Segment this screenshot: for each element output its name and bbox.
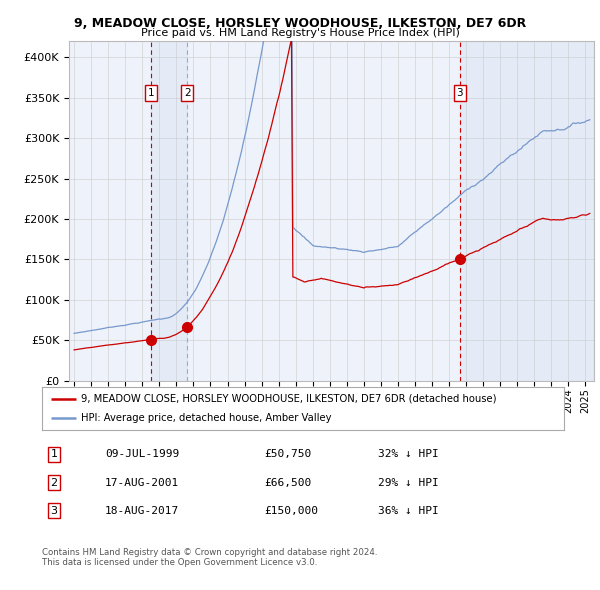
Text: 17-AUG-2001: 17-AUG-2001	[105, 478, 179, 487]
Text: Contains HM Land Registry data © Crown copyright and database right 2024.
This d: Contains HM Land Registry data © Crown c…	[42, 548, 377, 567]
Text: 9, MEADOW CLOSE, HORSLEY WOODHOUSE, ILKESTON, DE7 6DR: 9, MEADOW CLOSE, HORSLEY WOODHOUSE, ILKE…	[74, 17, 526, 30]
Text: 9, MEADOW CLOSE, HORSLEY WOODHOUSE, ILKESTON, DE7 6DR (detached house): 9, MEADOW CLOSE, HORSLEY WOODHOUSE, ILKE…	[81, 394, 497, 404]
Text: 32% ↓ HPI: 32% ↓ HPI	[378, 450, 439, 459]
Text: HPI: Average price, detached house, Amber Valley: HPI: Average price, detached house, Ambe…	[81, 413, 332, 423]
Text: 29% ↓ HPI: 29% ↓ HPI	[378, 478, 439, 487]
Text: £66,500: £66,500	[264, 478, 311, 487]
Text: 18-AUG-2017: 18-AUG-2017	[105, 506, 179, 516]
Text: 1: 1	[148, 88, 154, 98]
Text: 1: 1	[50, 450, 58, 459]
Text: Price paid vs. HM Land Registry's House Price Index (HPI): Price paid vs. HM Land Registry's House …	[140, 28, 460, 38]
Text: 2: 2	[184, 88, 190, 98]
Text: 09-JUL-1999: 09-JUL-1999	[105, 450, 179, 459]
Bar	[460, 41, 594, 381]
Text: 36% ↓ HPI: 36% ↓ HPI	[378, 506, 439, 516]
Text: 2: 2	[50, 478, 58, 487]
Bar	[151, 41, 187, 381]
Text: 3: 3	[50, 506, 58, 516]
Text: £50,750: £50,750	[264, 450, 311, 459]
Text: £150,000: £150,000	[264, 506, 318, 516]
Text: 3: 3	[457, 88, 463, 98]
